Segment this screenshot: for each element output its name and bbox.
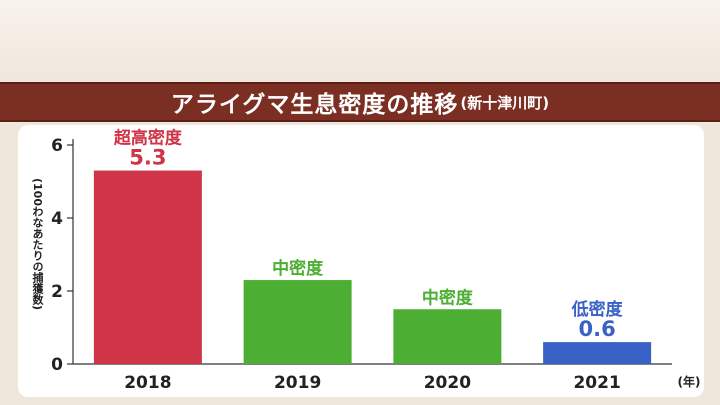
bar-category-label: 中密度 — [422, 287, 474, 308]
bar-category-label: 中密度 — [272, 258, 324, 279]
x-tick-label: 2020 — [424, 373, 471, 393]
title-banner: アライグマ生息密度の推移 (新十津川町) — [0, 82, 720, 122]
bar-category-label: 低密度 — [571, 299, 624, 320]
x-tick-label: 2021 — [573, 373, 620, 393]
y-axis-label: (100わなあたりの捕獲数) — [31, 178, 44, 311]
bar-category-label: 超高密度 — [114, 128, 183, 149]
header-background — [0, 0, 720, 82]
bar — [243, 280, 352, 364]
x-axis-unit: (年) — [678, 374, 701, 389]
x-tick-label: 2018 — [124, 373, 171, 393]
x-tick-label: 2019 — [274, 373, 321, 393]
y-tick-label: 2 — [51, 282, 63, 302]
chart-title: アライグマ生息密度の推移 — [170, 92, 459, 118]
y-tick-label: 0 — [51, 355, 63, 375]
bar — [93, 170, 202, 364]
y-tick-label: 4 — [51, 209, 63, 229]
chart-subtitle: (新十津川町) — [460, 93, 550, 112]
bar-value-label: 0.6 — [579, 317, 616, 341]
bar-value-label: 5.3 — [129, 146, 166, 170]
y-tick-label: 6 — [51, 136, 63, 156]
bar — [393, 309, 502, 364]
bar — [543, 342, 652, 364]
